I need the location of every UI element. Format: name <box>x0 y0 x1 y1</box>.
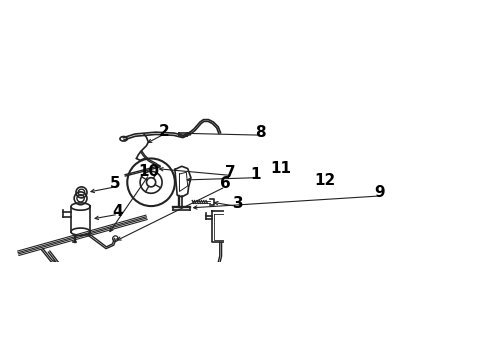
Text: 9: 9 <box>373 185 384 200</box>
Text: 6: 6 <box>220 176 230 191</box>
Text: 4: 4 <box>113 204 123 219</box>
Text: 1: 1 <box>250 167 260 182</box>
Text: 7: 7 <box>225 165 236 180</box>
Text: 10: 10 <box>139 164 160 179</box>
Text: 11: 11 <box>270 161 291 176</box>
Text: 3: 3 <box>232 196 243 211</box>
Text: 8: 8 <box>254 125 265 140</box>
Text: 2: 2 <box>158 125 169 139</box>
Text: 12: 12 <box>314 174 335 188</box>
Text: 5: 5 <box>110 176 121 191</box>
